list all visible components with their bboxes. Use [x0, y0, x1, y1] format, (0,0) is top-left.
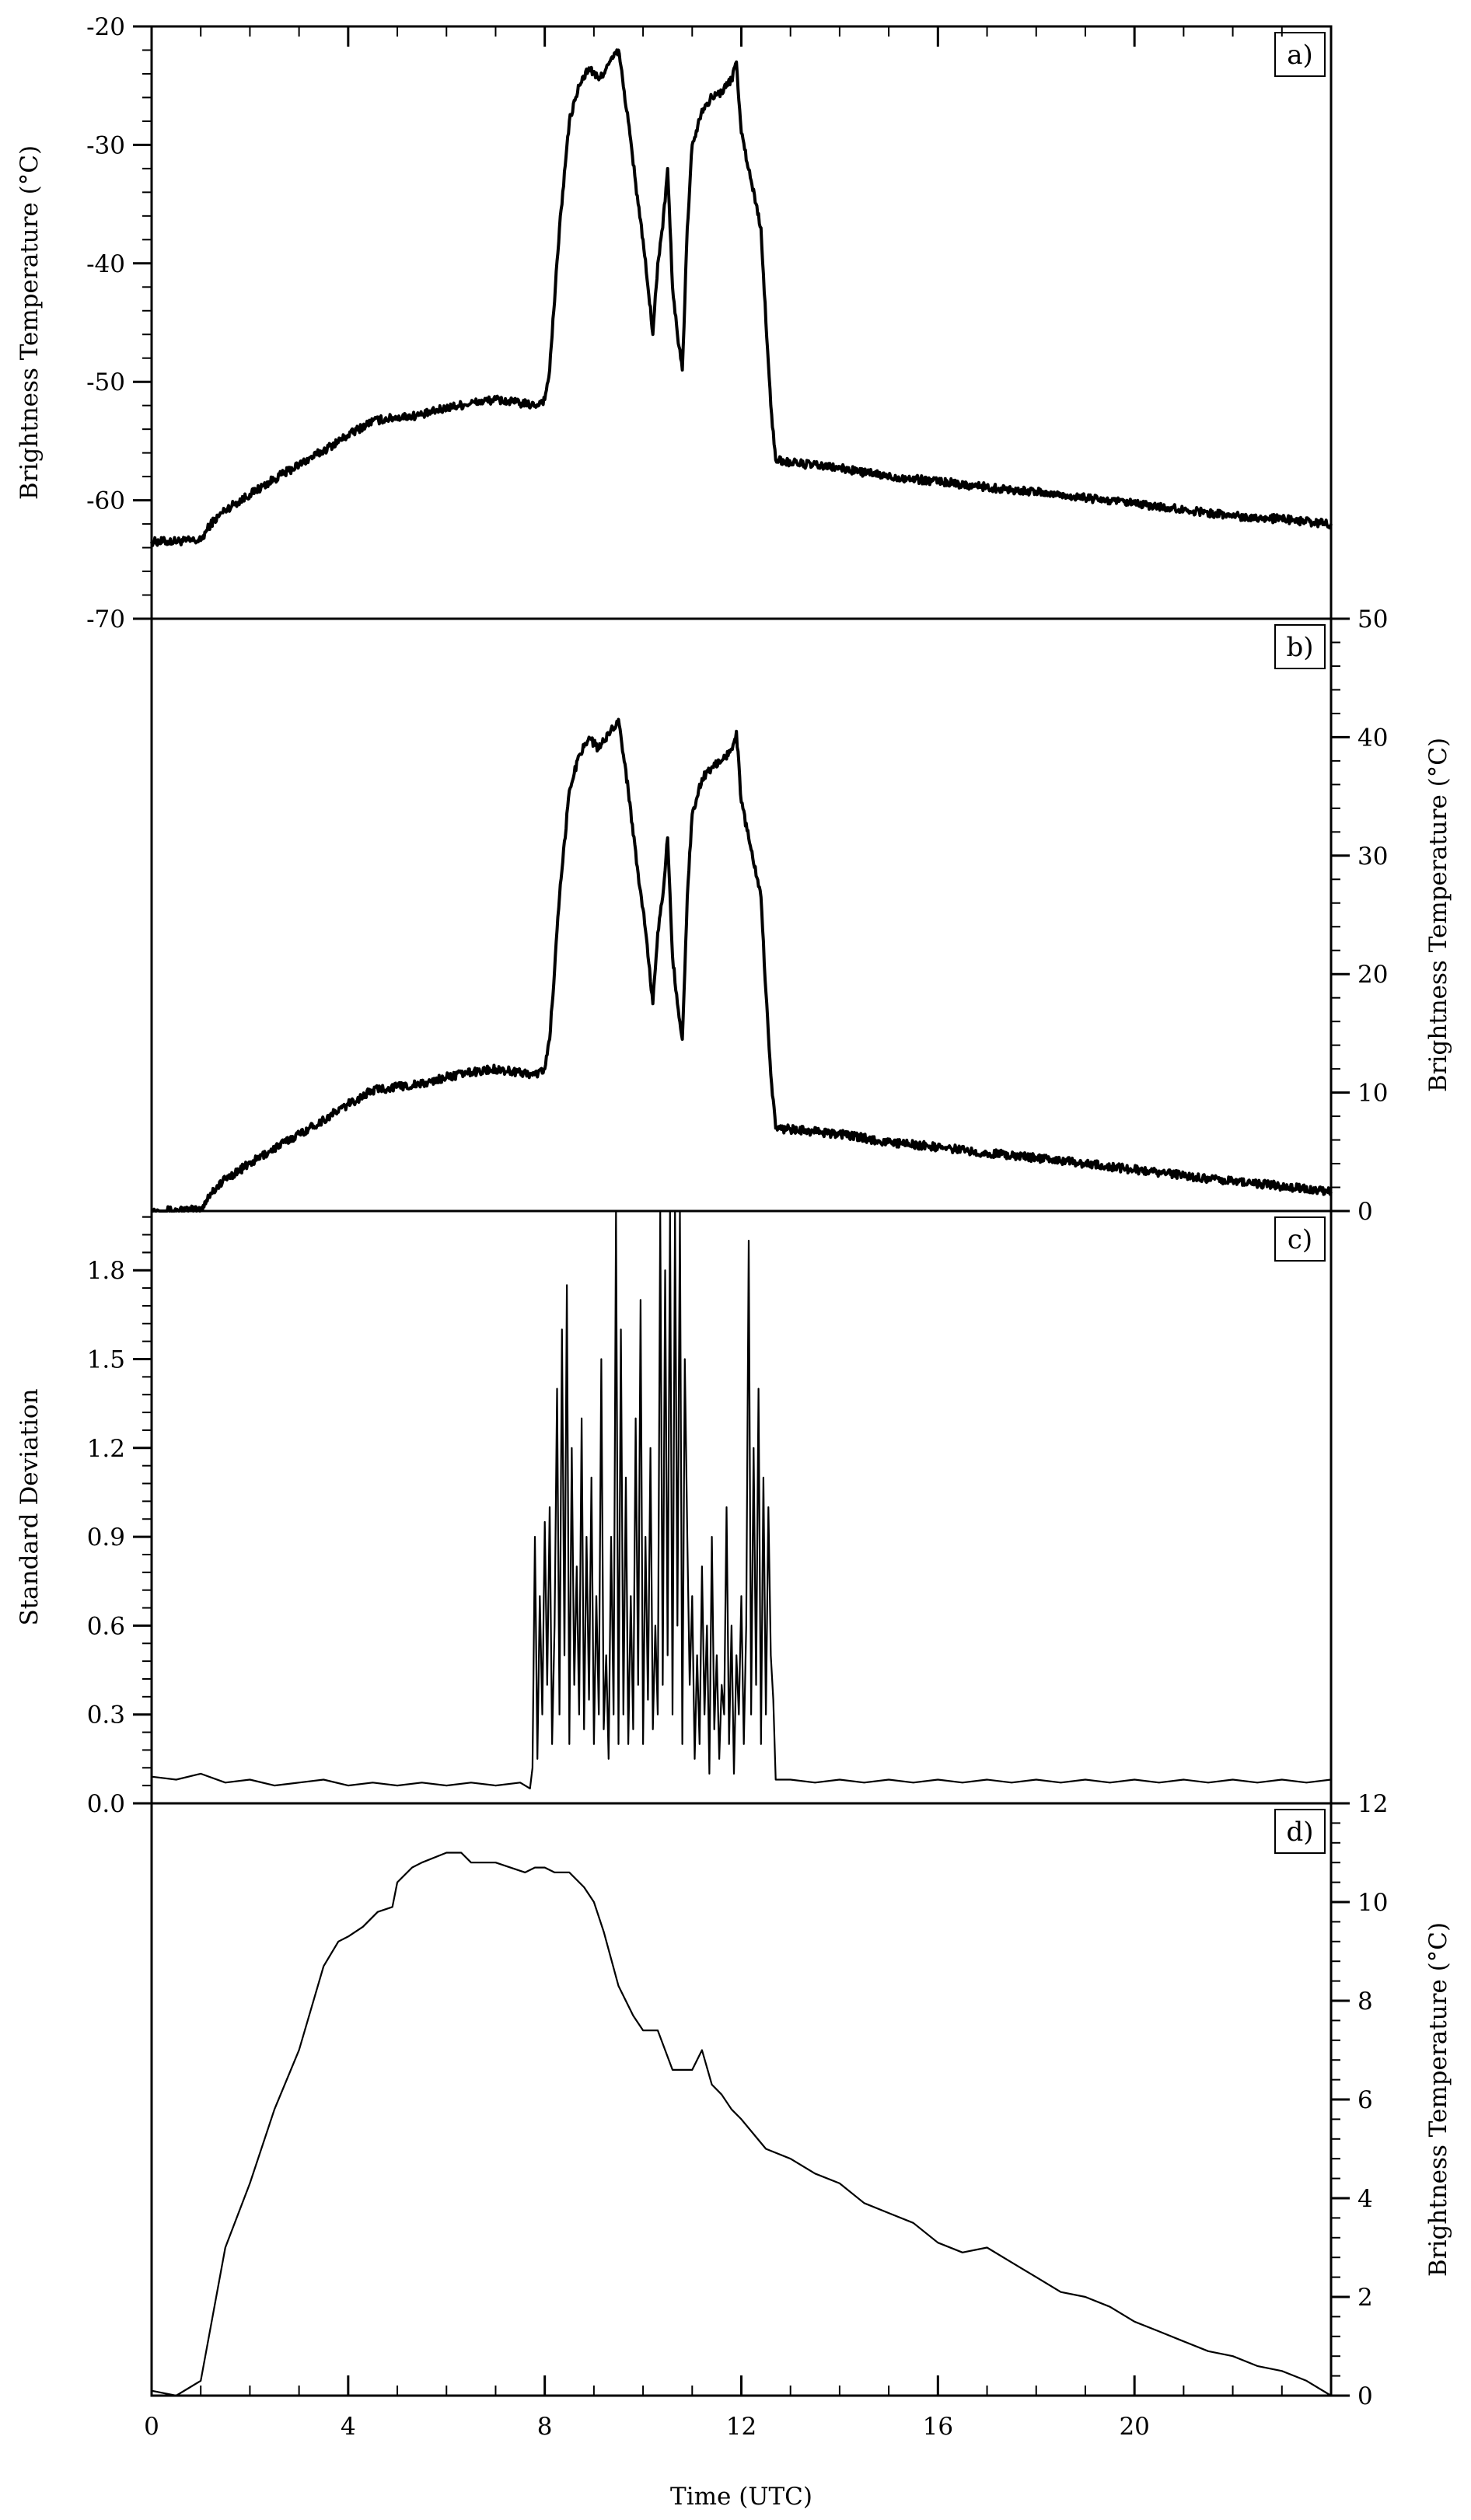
panel-d-ytick-label: 12: [1357, 1790, 1388, 1818]
x-tick-label: 20: [1119, 2413, 1149, 2441]
panel-a-ytick-label: -50: [86, 368, 125, 396]
panel-a-ytick-label: -40: [86, 250, 125, 278]
panel-c-series-line: [151, 1209, 1332, 1789]
panel-b-ytick-label: 10: [1357, 1080, 1388, 1108]
panel-c-ytick-label: 1.2: [87, 1435, 125, 1463]
x-axis-title: Time (UTC): [670, 2483, 812, 2511]
x-tick-label: 0: [144, 2413, 159, 2441]
panel-c-ytick-label: 0.0: [87, 1790, 125, 1818]
panel-a-series-line: [150, 48, 1333, 548]
panel-b-ylabel: Brightness Temperature (°C): [1424, 738, 1452, 1092]
panel-d-ytick-label: 8: [1357, 1988, 1373, 2016]
panel-c-ytick-label: 0.3: [87, 1702, 125, 1729]
panel-d-frame: [150, 1802, 1333, 2397]
panel-d-series-line: [151, 1852, 1332, 2397]
panel-d-label: d): [1286, 1817, 1313, 1848]
panel-d-ytick-label: 4: [1357, 2185, 1373, 2213]
panel-b-ytick-label: 30: [1357, 843, 1388, 871]
x-tick-label: 4: [341, 2413, 356, 2441]
x-tick-label: 8: [537, 2413, 553, 2441]
panel-a-ylabel: Brightness Temperature (°C): [16, 145, 44, 500]
panel-c-ylabel: Standard Deviation: [16, 1388, 44, 1625]
panel-b-label: b): [1286, 632, 1313, 663]
panel-b-series-line: [151, 717, 1333, 1213]
panel-a-label: a): [1287, 40, 1313, 71]
panel-b-frame: [150, 617, 1333, 1213]
panel-a-ytick-label: -70: [86, 606, 125, 633]
panel-c-ytick-label: 0.9: [87, 1524, 125, 1551]
panel-d-label-box: [1274, 1809, 1326, 1854]
x-tick-label: 16: [923, 2413, 953, 2441]
panel-c-frame: [150, 1209, 1333, 1805]
panel-a-ytick-label: -60: [86, 487, 125, 515]
panel-d-ylabel: Brightness Temperature (°C): [1424, 1922, 1452, 2277]
panel-c-ytick-label: 1.8: [87, 1257, 125, 1285]
panel-d-ytick-label: 0: [1357, 2382, 1373, 2410]
panel-d-ytick-label: 2: [1357, 2284, 1373, 2312]
panel-d-ytick-label: 10: [1357, 1889, 1388, 1917]
panel-a-ytick-label: -30: [86, 131, 125, 159]
panel-d-ytick-label: 6: [1357, 2086, 1373, 2114]
panel-c-label: c): [1288, 1224, 1312, 1255]
panel-b-ytick-label: 40: [1357, 724, 1388, 752]
panel-c-label-box: [1274, 1216, 1326, 1262]
panel-c-ytick-label: 0.6: [87, 1612, 125, 1640]
panel-b-ytick-label: 0: [1357, 1198, 1373, 1226]
x-tick-label: 12: [726, 2413, 756, 2441]
panel-b-ytick-label: 20: [1357, 961, 1388, 989]
panel-a-ytick-label: -20: [86, 13, 125, 41]
panel-c-ytick-label: 1.5: [87, 1346, 125, 1374]
panel-b-label-box: [1274, 624, 1326, 669]
panel-a-label-box: [1274, 32, 1326, 77]
panel-b-ytick-label: 50: [1357, 606, 1388, 633]
